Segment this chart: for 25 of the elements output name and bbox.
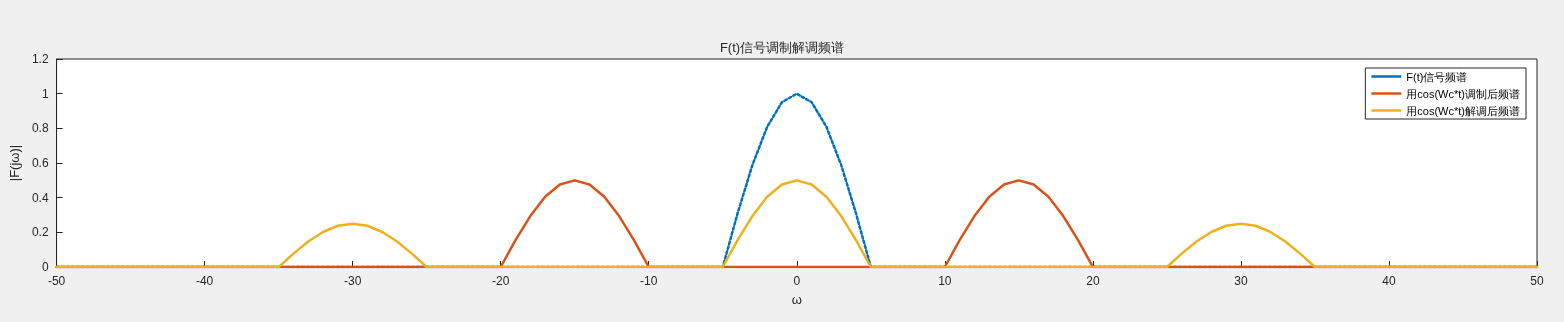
x-tick-label: 30	[1234, 274, 1248, 288]
y-tick-label: 0.8	[31, 121, 49, 136]
x-tick-label: -20	[492, 274, 510, 288]
y-tick-label: 0.4	[31, 190, 49, 205]
y-tick-label: 1.2	[31, 52, 49, 66]
legend-label: 用cos(Wc*t)调制后频谱	[1406, 87, 1521, 100]
chart-title: F(t)信号调制解调频谱	[719, 40, 845, 55]
x-tick-label: 20	[1086, 274, 1100, 288]
y-tick-label: 1	[41, 86, 49, 101]
y-tick-label: 0.2	[31, 225, 49, 240]
x-tick-label: 0	[793, 274, 801, 288]
legend-label: 用cos(Wc*t)解调后频谱	[1406, 104, 1521, 117]
x-tick-label: -30	[343, 274, 362, 288]
x-axis-title: ω	[791, 292, 802, 307]
x-tick-label: 10	[938, 274, 952, 288]
x-tick-label: -40	[195, 274, 214, 288]
y-axis-title: |F(jω)|	[7, 144, 22, 182]
line-series	[55, 179, 1539, 269]
y-tick-label: 0	[41, 260, 49, 274]
legend-label: F(t)信号频谱	[1406, 70, 1468, 83]
x-tick-label: -50	[47, 274, 66, 288]
x-tick-label: 50	[1530, 274, 1544, 288]
x-tick-label: 40	[1382, 274, 1396, 288]
x-tick-label: -10	[640, 274, 658, 288]
y-tick-label: 0.6	[31, 156, 49, 170]
